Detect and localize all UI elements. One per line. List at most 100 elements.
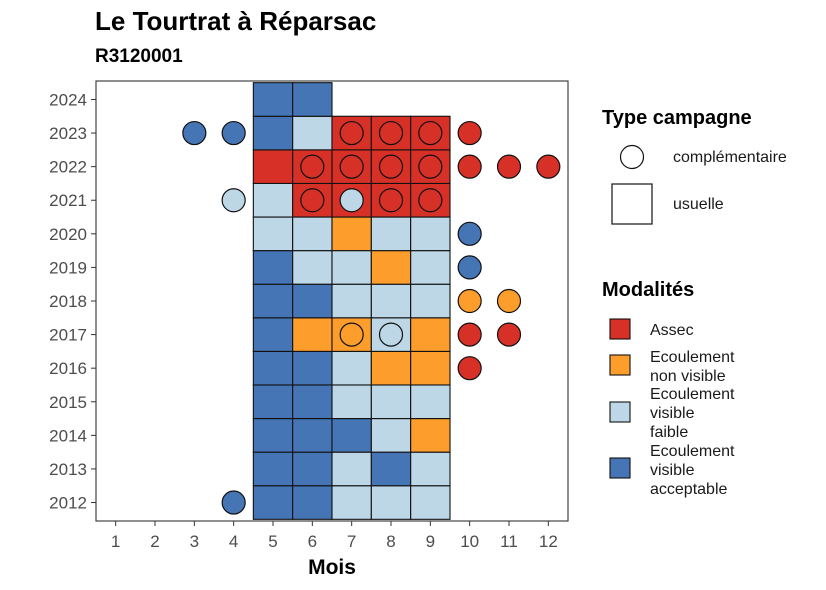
y-tick-label: 2019 [49, 258, 87, 277]
usuelle-tile [332, 351, 371, 385]
usuelle-tile [293, 318, 332, 352]
usuelle-tile [253, 284, 292, 318]
usuelle-tile [253, 318, 292, 352]
complementaire-point [380, 323, 403, 346]
usuelle-tile [293, 486, 332, 520]
usuelle-tile [411, 284, 450, 318]
legend-color-key [610, 458, 630, 478]
y-tick-label: 2012 [49, 494, 87, 513]
y-tick-label: 2013 [49, 460, 87, 479]
complementaire-point [340, 122, 363, 145]
legend-label: Ecoulement [650, 349, 735, 366]
usuelle-tile [371, 486, 410, 520]
legend-title: Modalités [602, 279, 694, 301]
x-tick-label: 2 [150, 532, 159, 551]
usuelle-tile [411, 385, 450, 419]
usuelle-tile [253, 486, 292, 520]
usuelle-tile [253, 385, 292, 419]
y-tick-label: 2014 [49, 426, 87, 445]
legend-label: acceptable [650, 481, 727, 498]
usuelle-tile [332, 419, 371, 453]
x-tick-label: 8 [386, 532, 395, 551]
usuelle-tile [332, 385, 371, 419]
legend-label: non visible [650, 368, 726, 385]
complementaire-point [222, 189, 245, 212]
legend-type-campagne: Type campagne complémentaire usuelle [602, 107, 787, 224]
legend-label: Ecoulement [650, 386, 735, 403]
usuelle-tile [371, 419, 410, 453]
complementaire-point [458, 122, 481, 145]
x-axis-title: Mois [308, 556, 356, 579]
legend-modalites: ModalitésAssecEcoulementnon visibleEcoul… [602, 279, 735, 498]
legend-color-key [610, 402, 630, 422]
x-tick-label: 5 [268, 532, 277, 551]
usuelle-tile [332, 251, 371, 285]
usuelle-tile [411, 486, 450, 520]
complementaire-point [340, 155, 363, 178]
legend-label: complémentaire [673, 149, 787, 166]
usuelle-tile [293, 351, 332, 385]
usuelle-tile [371, 452, 410, 486]
legend-label: visible [650, 462, 695, 479]
usuelle-tile [253, 217, 292, 251]
complementaire-point [458, 222, 481, 245]
complementaire-point [458, 323, 481, 346]
complementaire-point [222, 122, 245, 145]
y-tick-label: 2017 [49, 326, 87, 345]
usuelle-tile [332, 452, 371, 486]
y-tick-label: 2015 [49, 393, 87, 412]
complementaire-point [458, 155, 481, 178]
y-tick-label: 2018 [49, 292, 87, 311]
x-tick-label: 10 [460, 532, 479, 551]
usuelle-tile [411, 452, 450, 486]
complementaire-point [380, 122, 403, 145]
usuelle-tile [253, 150, 292, 184]
usuelle-tile [253, 419, 292, 453]
legend-title: Type campagne [602, 107, 752, 129]
usuelle-tile [411, 419, 450, 453]
complementaire-point [301, 155, 324, 178]
complementaire-point [458, 357, 481, 380]
complementaire-point [498, 323, 521, 346]
x-tick-label: 11 [500, 532, 518, 551]
usuelle-tile [293, 452, 332, 486]
legend-label: Ecoulement [650, 443, 735, 460]
complementaire-point [301, 189, 324, 212]
legend-color-key [610, 319, 630, 339]
usuelle-tile [332, 284, 371, 318]
legend-label: visible [650, 405, 695, 422]
usuelle-tile [293, 217, 332, 251]
usuelle-tile [371, 284, 410, 318]
complementaire-point [340, 323, 363, 346]
legend-circle-key [621, 146, 644, 169]
usuelle-tile [293, 284, 332, 318]
complementaire-point [537, 155, 560, 178]
usuelle-tile [332, 486, 371, 520]
complementaire-point [458, 290, 481, 313]
y-tick-label: 2022 [49, 158, 87, 177]
usuelle-tile [293, 116, 332, 150]
x-tick-label: 6 [308, 532, 317, 551]
complementaire-point [340, 189, 363, 212]
complementaire-point [380, 155, 403, 178]
complementaire-point [183, 122, 206, 145]
usuelle-tile [332, 217, 371, 251]
usuelle-tile [293, 251, 332, 285]
usuelle-tile [371, 217, 410, 251]
usuelle-tile [253, 116, 292, 150]
usuelle-tile [293, 419, 332, 453]
complementaire-point [419, 122, 442, 145]
complementaire-point [498, 155, 521, 178]
y-tick-label: 2016 [49, 359, 87, 378]
usuelle-tile [371, 351, 410, 385]
y-tick-label: 2024 [49, 90, 87, 109]
legend-label: usuelle [673, 196, 724, 213]
usuelle-tile [411, 318, 450, 352]
usuelle-tile [253, 251, 292, 285]
complementaire-point [419, 189, 442, 212]
usuelle-tile [293, 83, 332, 117]
y-tick-label: 2020 [49, 225, 87, 244]
usuelle-tile [293, 385, 332, 419]
usuelle-tile [371, 251, 410, 285]
